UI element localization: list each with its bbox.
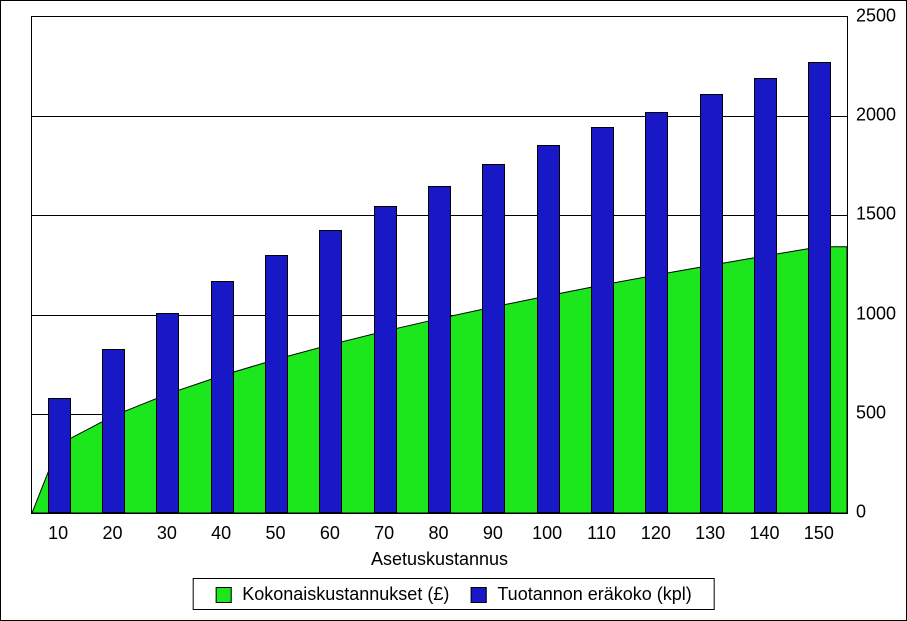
bar [537, 145, 560, 513]
bar [754, 78, 777, 513]
y-tick-label: 2500 [856, 6, 896, 27]
legend-label-bars: Tuotannon eräkoko (kpl) [497, 584, 691, 604]
x-tick-label: 80 [428, 523, 448, 544]
bar [482, 164, 505, 513]
bar [645, 112, 668, 513]
legend-swatch-bars [470, 587, 486, 603]
x-tick-label: 90 [483, 523, 503, 544]
legend-item-bars: Tuotannon eräkoko (kpl) [470, 583, 691, 605]
y-tick-label: 2000 [856, 105, 896, 126]
legend-swatch-area [215, 587, 231, 603]
bar [428, 186, 451, 513]
y-tick-label: 500 [856, 402, 886, 423]
x-axis-title: Asetuskustannus [31, 549, 848, 570]
y-tick-label: 1000 [856, 303, 896, 324]
bar [591, 127, 614, 513]
legend: Kokonaiskustannukset (£) Tuotannon eräko… [192, 578, 715, 610]
x-tick-label: 10 [48, 523, 68, 544]
x-tick-label: 70 [374, 523, 394, 544]
y-tick-label: 0 [856, 502, 866, 523]
legend-label-area: Kokonaiskustannukset (£) [242, 584, 449, 604]
x-tick-label: 140 [749, 523, 779, 544]
x-tick-label: 120 [641, 523, 671, 544]
x-axis-labels: 10 20 30 40 50 60 70 80 90 100 110 120 130 140 150 [31, 519, 848, 545]
y-tick-label: 1500 [856, 204, 896, 225]
bar [156, 313, 179, 513]
bar [48, 398, 71, 513]
bar [265, 255, 288, 513]
legend-item-area: Kokonaiskustannukset (£) [215, 583, 449, 605]
bar-series [32, 17, 847, 513]
bar [374, 206, 397, 513]
chart-frame: 05001000150020002500 1020304050607080901… [0, 0, 907, 621]
x-tick-label: 50 [265, 523, 285, 544]
plot-inner [32, 17, 847, 513]
x-tick-label: 20 [102, 523, 122, 544]
bar [211, 281, 234, 513]
x-tick-label: 110 [587, 523, 616, 544]
bar [700, 94, 723, 513]
x-tick-label: 60 [320, 523, 340, 544]
bar [102, 349, 125, 513]
x-tick-label: 40 [211, 523, 231, 544]
x-tick-label: 150 [804, 523, 834, 544]
bar [808, 62, 831, 513]
x-tick-label: 130 [695, 523, 725, 544]
plot-area [31, 16, 848, 514]
bar [319, 230, 342, 513]
x-tick-label: 30 [157, 523, 177, 544]
x-tick-label: 100 [532, 523, 562, 544]
